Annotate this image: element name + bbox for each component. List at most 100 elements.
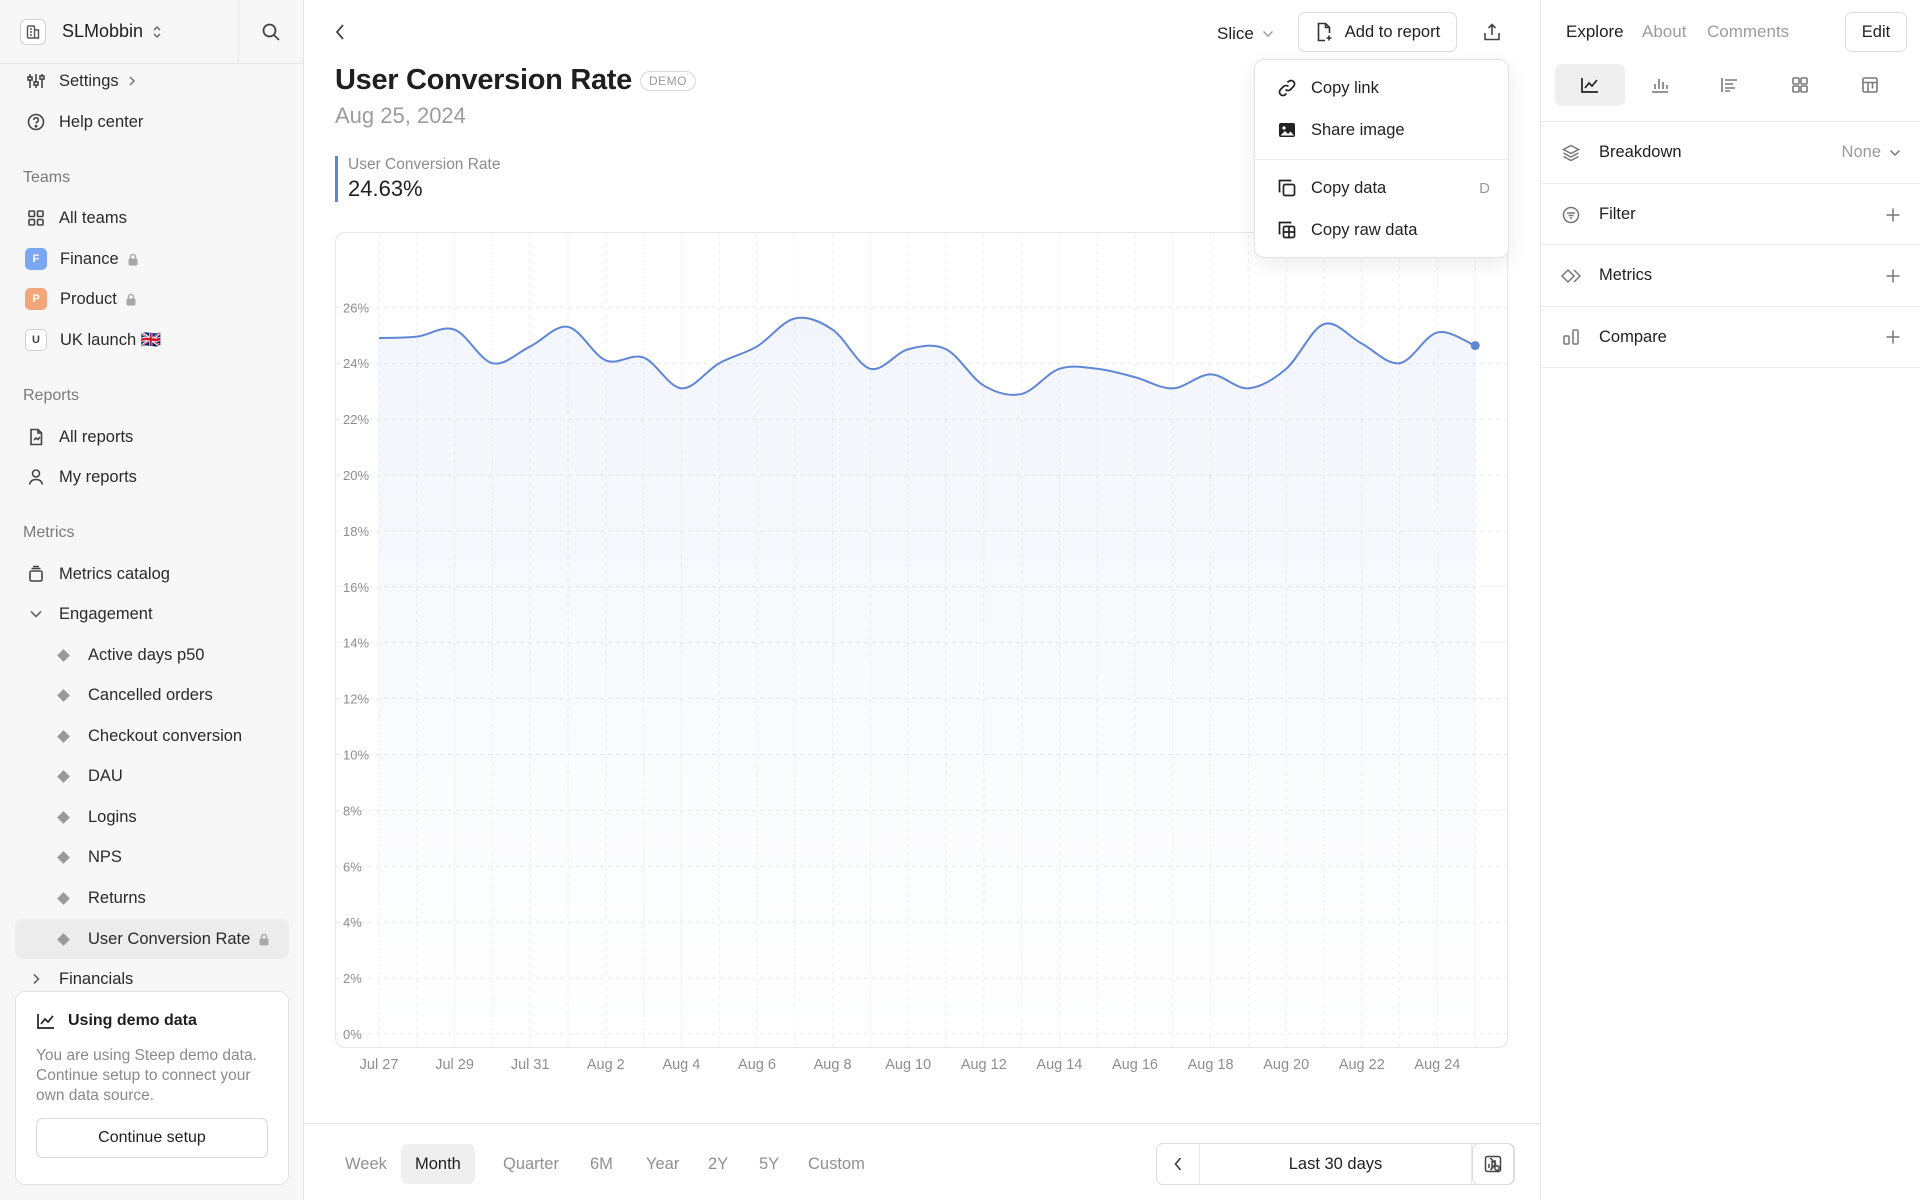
- metrics-row[interactable]: Metrics: [1541, 244, 1920, 306]
- lock-icon: [127, 253, 139, 266]
- share-image-item[interactable]: Share image: [1263, 110, 1502, 150]
- lock-icon: [258, 933, 270, 946]
- section-label-teams: Teams: [23, 169, 71, 186]
- sidebar-item-team-finance[interactable]: F Finance: [15, 239, 289, 279]
- tab-explore[interactable]: Explore: [1566, 22, 1624, 41]
- sidebar-group-engagement[interactable]: Engagement: [15, 594, 289, 634]
- lock-icon: [125, 293, 137, 306]
- team-badge: U: [25, 329, 47, 351]
- viz-bar-button[interactable]: [1625, 64, 1695, 106]
- viz-table-button[interactable]: [1835, 64, 1905, 106]
- chevron-left-icon: [335, 24, 344, 40]
- sidebar-item-team-product[interactable]: P Product: [15, 279, 289, 319]
- y-tick-label: 10%: [343, 748, 369, 763]
- copy-link-item[interactable]: Copy link: [1263, 68, 1502, 108]
- workspace-switcher[interactable]: SLMobbin: [0, 0, 240, 64]
- period-week[interactable]: Week: [345, 1154, 387, 1173]
- sidebar-item-label: Engagement: [59, 604, 153, 623]
- sidebar-item-label: Settings: [59, 71, 119, 90]
- sidebar-metric-active-days[interactable]: Active days p50: [15, 635, 289, 675]
- time-range-bar: Week Month Quarter 6M Year 2Y 5Y Custom …: [304, 1123, 1540, 1200]
- sidebar-metric-returns[interactable]: Returns: [15, 878, 289, 918]
- sidebar-metric-nps[interactable]: NPS: [15, 837, 289, 877]
- sidebar-item-metrics-catalog[interactable]: Metrics catalog: [15, 554, 289, 594]
- copy-raw-data-item[interactable]: Copy raw data: [1263, 210, 1502, 250]
- table-copy-icon: [1277, 220, 1299, 240]
- slice-label: Slice: [1217, 24, 1254, 43]
- compare-icon: [1561, 327, 1583, 347]
- right-panel: Explore About Comments Edit Breakdown No…: [1540, 0, 1920, 1200]
- sidebar-item-help[interactable]: Help center: [15, 102, 289, 142]
- sidebar-item-label: My reports: [59, 467, 137, 486]
- metrics-diamond-icon: [1561, 266, 1583, 286]
- metric-diamond-icon: [57, 648, 70, 662]
- link-icon: [1277, 78, 1299, 98]
- menu-item-label: Copy link: [1311, 78, 1379, 97]
- add-to-report-label: Add to report: [1344, 22, 1441, 41]
- search-button[interactable]: [239, 0, 303, 64]
- share-button[interactable]: [1472, 12, 1512, 52]
- grid-icon: [1792, 77, 1808, 93]
- sidebar-item-label: User Conversion Rate: [88, 929, 251, 948]
- menu-divider: [1255, 159, 1508, 160]
- report-icon: [25, 426, 47, 448]
- y-tick-label: 2%: [343, 971, 362, 986]
- period-custom[interactable]: Custom: [808, 1154, 865, 1173]
- chart-settings-button[interactable]: [1472, 1143, 1514, 1185]
- y-tick-label: 26%: [343, 300, 369, 315]
- metric-diamond-icon: [57, 932, 70, 946]
- period-year[interactable]: Year: [646, 1154, 680, 1173]
- tab-comments[interactable]: Comments: [1707, 22, 1790, 41]
- period-2y[interactable]: 2Y: [708, 1154, 729, 1173]
- plus-icon: [1885, 329, 1901, 345]
- sidebar-metric-logins[interactable]: Logins: [15, 797, 289, 837]
- filter-row[interactable]: Filter: [1541, 183, 1920, 245]
- sidebar-item-team-uk-launch[interactable]: U UK launch 🇬🇧: [15, 320, 289, 360]
- viz-horizontal-bar-button[interactable]: [1695, 64, 1765, 106]
- y-tick-label: 4%: [343, 915, 362, 930]
- tab-about[interactable]: About: [1642, 22, 1687, 41]
- bar-chart-icon: [1652, 79, 1668, 93]
- viz-grid-button[interactable]: [1765, 64, 1835, 106]
- chevron-updown-icon: [151, 24, 163, 40]
- period-6m[interactable]: 6M: [590, 1154, 613, 1173]
- sidebar-item-all-reports[interactable]: All reports: [15, 417, 289, 457]
- sidebar-item-label: DAU: [88, 766, 123, 785]
- catalog-icon: [25, 563, 47, 585]
- visualization-picker: [1555, 64, 1907, 106]
- sidebar-metric-cancelled-orders[interactable]: Cancelled orders: [15, 675, 289, 715]
- period-quarter[interactable]: Quarter: [503, 1154, 559, 1173]
- demo-data-card: Using demo data You are using Steep demo…: [15, 991, 289, 1185]
- last-point-marker: [1470, 341, 1480, 351]
- settings-icon: [25, 70, 47, 92]
- continue-setup-button[interactable]: Continue setup: [36, 1118, 268, 1158]
- period-5y[interactable]: 5Y: [759, 1154, 780, 1173]
- compare-row[interactable]: Compare: [1541, 306, 1920, 368]
- add-to-report-button[interactable]: Add to report: [1298, 12, 1457, 52]
- breakdown-row[interactable]: Breakdown None: [1541, 121, 1920, 183]
- horizontal-bar-icon: [1721, 78, 1737, 92]
- sidebar-item-settings[interactable]: Settings: [15, 61, 289, 101]
- sidebar-item-label: Help center: [59, 112, 144, 131]
- sidebar-item-label: Logins: [88, 807, 137, 826]
- sidebar-metric-user-conversion-rate[interactable]: User Conversion Rate: [15, 919, 289, 959]
- copy-data-item[interactable]: Copy data D: [1263, 168, 1502, 208]
- table-icon: [1862, 77, 1878, 93]
- slice-dropdown[interactable]: Slice: [1217, 14, 1274, 54]
- sidebar-metric-dau[interactable]: DAU: [15, 756, 289, 796]
- sidebar-item-my-reports[interactable]: My reports: [15, 457, 289, 497]
- sidebar-group-financials[interactable]: Financials: [15, 960, 289, 998]
- page-title-row: User Conversion Rate DEMO: [335, 64, 696, 97]
- sidebar-item-all-teams[interactable]: All teams: [15, 198, 289, 238]
- breakdown-label: Breakdown: [1599, 143, 1682, 161]
- range-label[interactable]: Last 30 days: [1199, 1144, 1472, 1184]
- sidebar-item-label: Checkout conversion: [88, 726, 243, 745]
- help-icon: [25, 111, 47, 133]
- sidebar-metric-checkout-conversion[interactable]: Checkout conversion: [15, 716, 289, 756]
- range-prev-button[interactable]: [1157, 1144, 1199, 1184]
- back-button[interactable]: [324, 16, 356, 48]
- team-badge: F: [25, 248, 47, 270]
- period-month[interactable]: Month: [401, 1144, 475, 1184]
- edit-button[interactable]: Edit: [1845, 12, 1907, 52]
- viz-line-button[interactable]: [1555, 64, 1625, 106]
